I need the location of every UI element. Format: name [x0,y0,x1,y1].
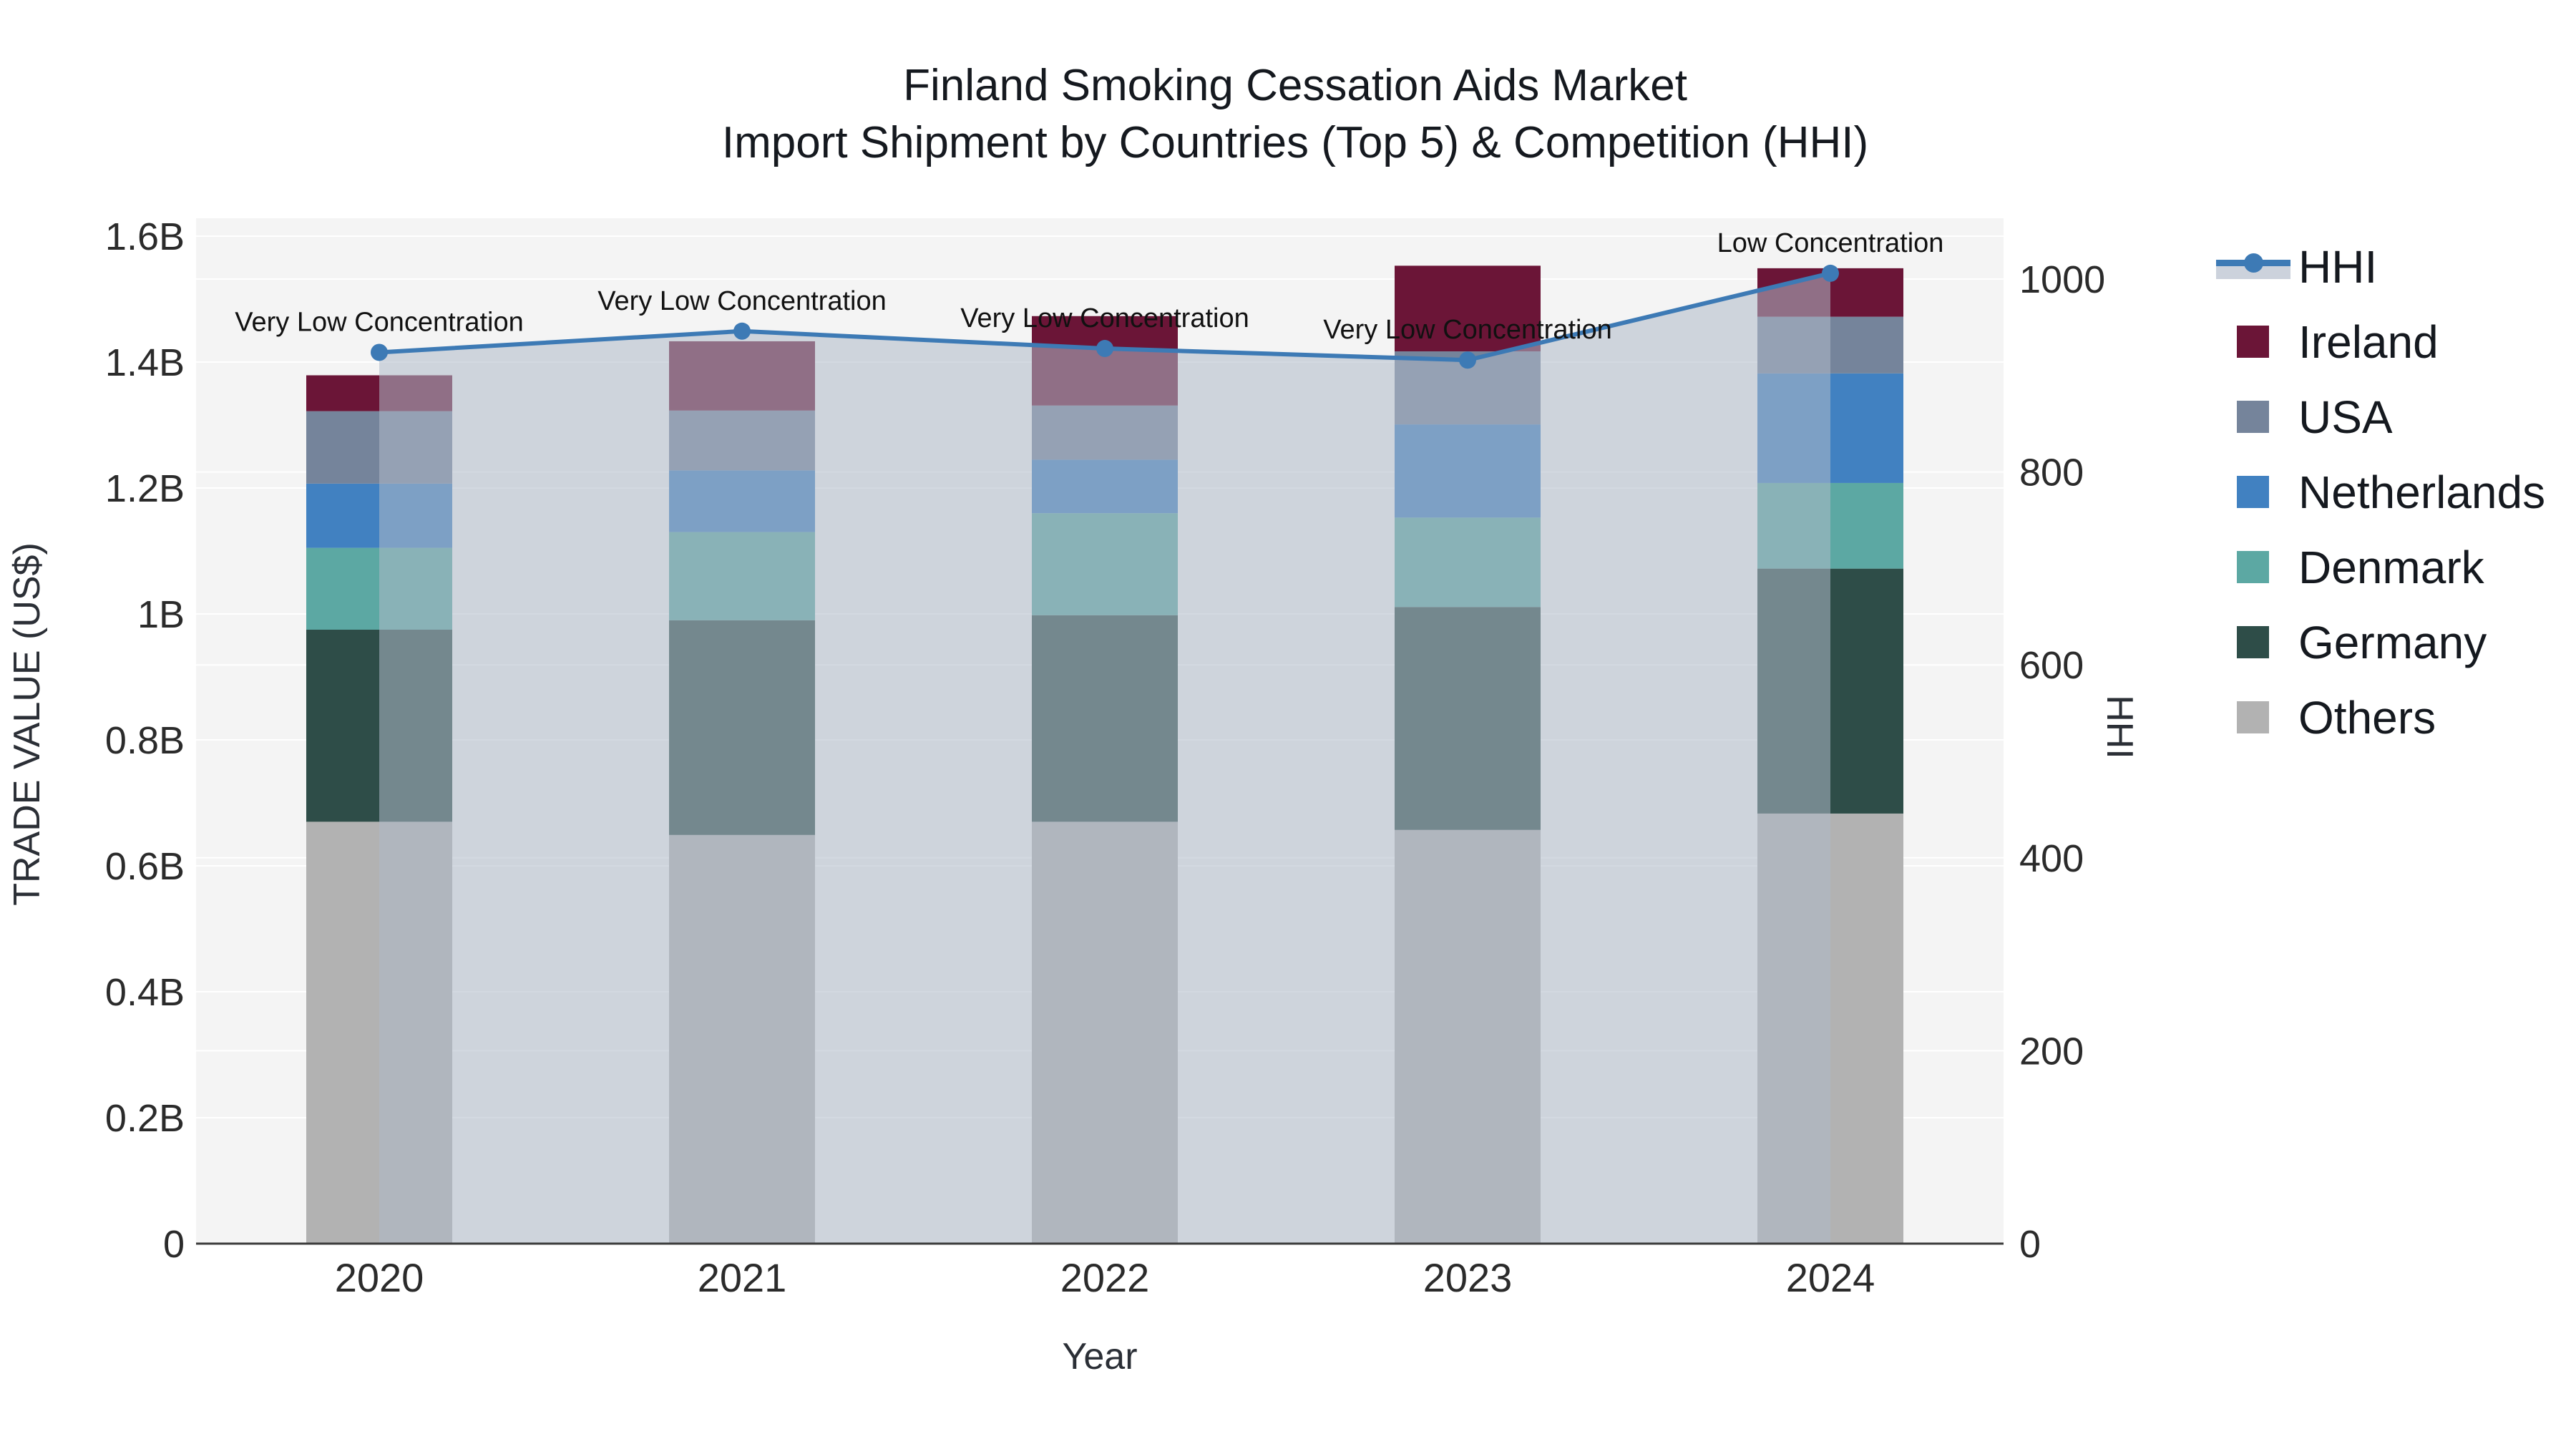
y2-tick-200: 200 [2019,1030,2084,1073]
x-tick-2020: 2020 [335,1255,424,1300]
hhi-marker-dot [2243,253,2263,273]
legend-item-usa[interactable]: USA [2207,379,2545,454]
legend-line-sample-icon [2207,251,2298,283]
y2-tick-800: 800 [2019,452,2084,494]
legend-label-netherlands: Netherlands [2298,466,2546,518]
legend-swatch-usa [2207,401,2298,433]
legend-label-denmark: Denmark [2298,541,2484,593]
x-tick-2024: 2024 [1786,1255,1875,1300]
legend-label-others: Others [2298,691,2436,743]
annotation-2023: Very Low Concentration [1323,315,1611,345]
y2-tick-400: 400 [2019,837,2084,880]
legend-swatch-ireland [2207,326,2298,358]
legend-item-denmark[interactable]: Denmark [2207,530,2545,605]
y2-tick-1000: 1000 [2019,258,2105,301]
hhi-point-2021[interactable] [733,322,751,340]
hhi-point-2022[interactable] [1096,340,1113,358]
y2-axis-title: HHI [2099,695,2140,759]
legend-item-others[interactable]: Others [2207,680,2545,755]
legend-item-hhi[interactable]: HHI [2207,229,2545,304]
annotation-2022: Very Low Concentration [960,303,1249,333]
hhi-point-2020[interactable] [371,343,388,361]
x-axis-title: Year [1062,1336,1138,1377]
y-tick-1B: 1B [137,593,185,636]
y-tick-1.2B: 1.2B [105,467,185,510]
chart-title-line2: Import Shipment by Countries (Top 5) & C… [721,118,1869,167]
y-tick-1.6B: 1.6B [105,215,185,258]
annotation-2024: Low Concentration [1717,228,1944,258]
x-tick-2023: 2023 [1423,1255,1513,1300]
y-tick-0.8B: 0.8B [105,719,185,762]
x-tick-2022: 2022 [1060,1255,1150,1300]
legend-item-netherlands[interactable]: Netherlands [2207,454,2545,530]
legend-swatch-denmark [2207,551,2298,583]
hhi-area-fill [379,273,1830,1244]
hhi-point-2023[interactable] [1459,351,1476,369]
y2-tick-600: 600 [2019,644,2084,687]
annotation-2020: Very Low Concentration [235,307,523,337]
y-axis-title: TRADE VALUE (US$) [6,542,48,906]
x-tick-2021: 2021 [698,1255,787,1300]
legend-swatch-others [2207,701,2298,733]
y-tick-0.4B: 0.4B [105,971,185,1014]
legend-swatch-germany [2207,626,2298,658]
y-tick-0.2B: 0.2B [105,1097,185,1140]
chart-title: Finland Smoking Cessation Aids Market Im… [0,57,2576,172]
y2-tick-0: 0 [2019,1223,2041,1266]
legend-swatch-netherlands [2207,476,2298,508]
legend-label-ireland: Ireland [2298,316,2439,368]
annotation-2021: Very Low Concentration [597,286,886,316]
bar-segment-ireland-2023[interactable] [1395,265,1541,352]
y-tick-1.4B: 1.4B [105,341,185,384]
y-tick-0: 0 [163,1223,185,1266]
chart-title-line1: Finland Smoking Cessation Aids Market [903,61,1687,110]
legend-item-ireland[interactable]: Ireland [2207,304,2545,379]
legend-label-usa: USA [2298,391,2393,443]
y-tick-0.6B: 0.6B [105,845,185,888]
legend: HHI Ireland USA Netherlands Denmark Germany Ot… [2207,229,2545,755]
legend-label-germany: Germany [2298,616,2487,668]
legend-label-hhi: HHI [2298,240,2378,293]
hhi-point-2024[interactable] [1822,264,1839,282]
legend-item-germany[interactable]: Germany [2207,605,2545,680]
